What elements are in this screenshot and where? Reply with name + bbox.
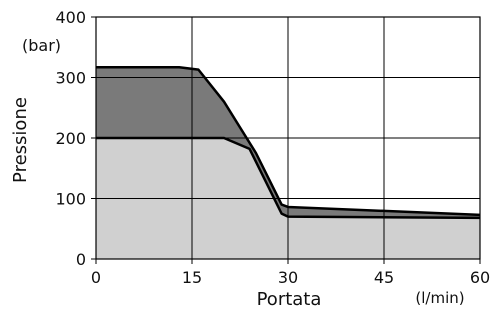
y-axis-title: Pressione — [10, 97, 31, 183]
x-tick-label: 45 — [374, 268, 394, 287]
x-axis-unit: (l/min) — [415, 289, 464, 307]
y-tick-label: 0 — [76, 250, 86, 269]
x-tick-label: 15 — [182, 268, 202, 287]
series-line-2 — [96, 136, 481, 220]
y-tick-label: 200 — [55, 129, 86, 148]
series-lines — [96, 65, 481, 220]
y-tick-label: 300 — [55, 69, 86, 88]
y-tick-label: 400 — [55, 8, 86, 27]
series-line-1 — [96, 65, 481, 217]
x-tick-label: 0 — [91, 268, 101, 287]
y-tick-label: 100 — [55, 190, 86, 209]
axis-labels: (bar) Pressione Portata (l/min) — [10, 36, 465, 310]
tick-labels: 0 15 30 45 60 0 100 200 300 400 — [55, 8, 490, 287]
x-tick-label: 30 — [278, 268, 298, 287]
x-axis-title: Portata — [257, 289, 322, 310]
x-tick-label: 60 — [470, 268, 490, 287]
y-axis-unit: (bar) — [22, 36, 61, 55]
